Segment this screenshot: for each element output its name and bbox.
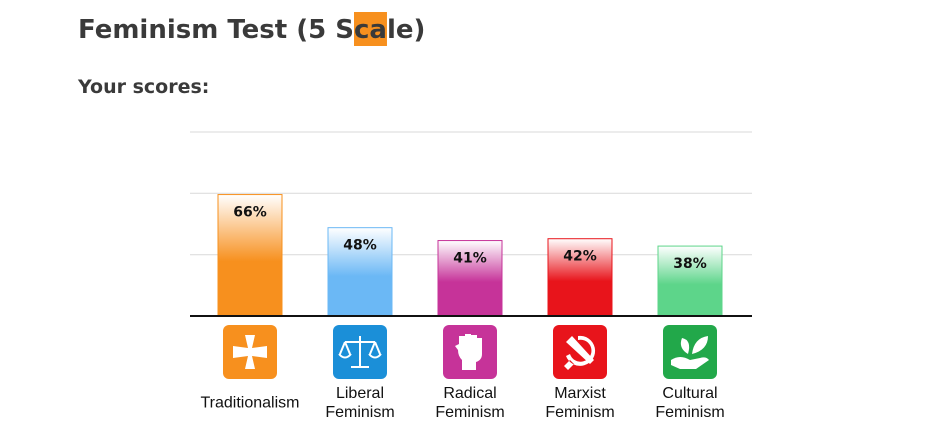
icon-glyph [671, 357, 709, 369]
icon-glyph [233, 335, 267, 369]
bar [657, 245, 723, 317]
value-label: 38% [673, 256, 707, 272]
icon-glyph [680, 336, 708, 354]
icon-glyph [338, 336, 382, 368]
subtitle: Your scores: [77, 76, 209, 98]
x-tick-label: Traditionalism [200, 394, 300, 412]
x-tick-label: Radical Feminism [435, 385, 505, 421]
search-highlight [354, 12, 387, 46]
icon-glyph [455, 334, 482, 370]
page-title: Feminism Test (5 Scale) [78, 15, 425, 45]
category-icon [443, 325, 497, 379]
value-label: 66% [233, 205, 267, 221]
category-icon [223, 325, 277, 379]
x-tick-label: Liberal Feminism [325, 385, 395, 421]
bar [547, 238, 613, 317]
category-icon [333, 325, 387, 379]
value-label: 41% [453, 251, 487, 267]
category-icon [663, 325, 717, 379]
value-label: 42% [563, 249, 597, 265]
bar [437, 240, 503, 317]
icon-glyph [564, 335, 596, 370]
category-icon [553, 325, 607, 379]
value-label: 48% [343, 238, 377, 254]
x-tick-label: Marxist Feminism [545, 385, 615, 421]
icon-background [663, 325, 717, 379]
x-tick-label: Cultural Feminism [655, 385, 725, 421]
